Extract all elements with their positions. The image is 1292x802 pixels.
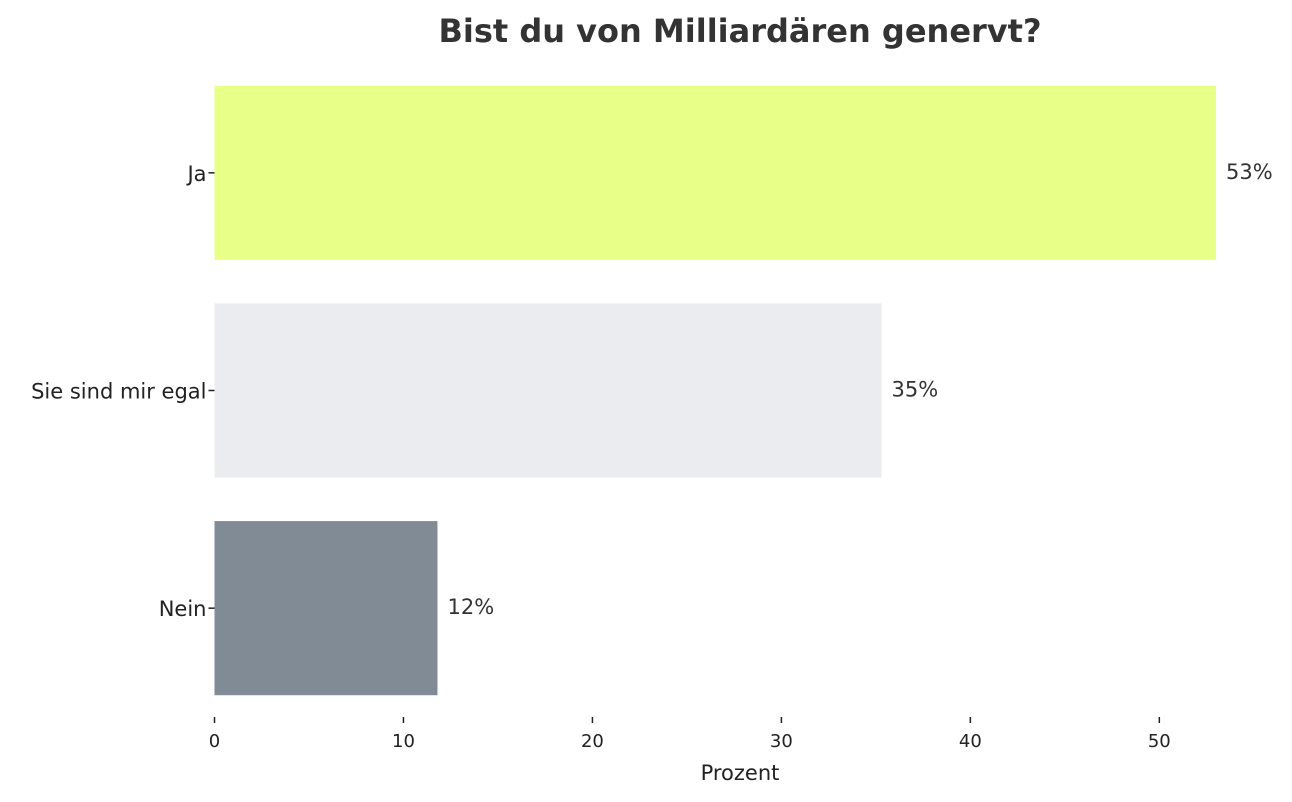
category-label-sie-sind-mir-egal: Sie sind mir egal <box>31 380 206 404</box>
category-labels-group: Ja Sie sind mir egal Nein <box>31 162 215 621</box>
category-label-ja: Ja <box>185 162 206 186</box>
value-labels-group: 53% 35% 12% <box>447 160 1272 619</box>
bars-group <box>214 85 1216 696</box>
x-tick-label-10: 10 <box>392 731 415 752</box>
bar-sie-sind-mir-egal <box>214 303 882 478</box>
x-tick-label-30: 30 <box>770 731 793 752</box>
x-axis: 0 10 20 30 40 50 <box>209 717 1171 752</box>
x-tick-label-40: 40 <box>959 731 982 752</box>
value-label-sie-sind-mir-egal: 35% <box>892 378 939 402</box>
bar-nein <box>214 521 438 696</box>
x-tick-label-50: 50 <box>1148 731 1171 752</box>
x-tick-label-20: 20 <box>581 731 604 752</box>
bar-ja <box>214 85 1216 260</box>
category-label-nein: Nein <box>159 597 207 621</box>
x-tick-label-0: 0 <box>209 731 220 752</box>
chart-title: Bist du von Milliardären genervt? <box>438 12 1041 50</box>
value-label-nein: 12% <box>447 595 494 619</box>
x-axis-title: Prozent <box>701 761 780 785</box>
value-label-ja: 53% <box>1226 160 1273 184</box>
